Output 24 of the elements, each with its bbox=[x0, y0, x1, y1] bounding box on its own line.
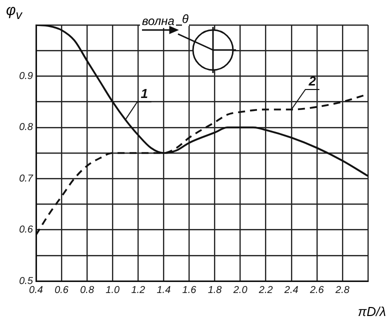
x-tick-label: 1.6 bbox=[182, 284, 197, 296]
annotation: волна bbox=[140, 14, 176, 28]
series-label: 1 bbox=[140, 86, 148, 101]
x-tick-label: 1.2 bbox=[131, 284, 146, 296]
annotation: θ bbox=[182, 12, 189, 26]
y-tick-label: 0.6 bbox=[19, 224, 34, 236]
y-tick-label: 0.5 bbox=[19, 276, 34, 287]
x-tick-label: 2.4 bbox=[283, 284, 299, 296]
x-tick-label: 2.2 bbox=[258, 284, 274, 296]
y-tick-label: 0.7 bbox=[19, 173, 34, 184]
y-tick-label: 0.9 bbox=[19, 70, 34, 82]
y-tick-label: 0.8 bbox=[19, 122, 34, 134]
x-tick-label: 2.6 bbox=[308, 284, 324, 296]
x-tick-label: 1.8 bbox=[208, 284, 222, 296]
x-tick-label: 1.4 bbox=[156, 284, 172, 296]
series-label: 2 bbox=[308, 74, 317, 89]
y-axis-title: φ$_{v}$ bbox=[6, 2, 22, 22]
x-axis-title: πD/λ bbox=[358, 304, 386, 319]
x-tick-label: 0.8 bbox=[80, 284, 94, 296]
text: 2.0 bbox=[233, 284, 248, 296]
x-tick-label: 0.4 bbox=[29, 284, 44, 296]
x-tick-label: 2.8 bbox=[334, 284, 350, 296]
x-tick-label: 0.6 bbox=[54, 284, 69, 296]
text: 1.0 bbox=[106, 284, 120, 296]
